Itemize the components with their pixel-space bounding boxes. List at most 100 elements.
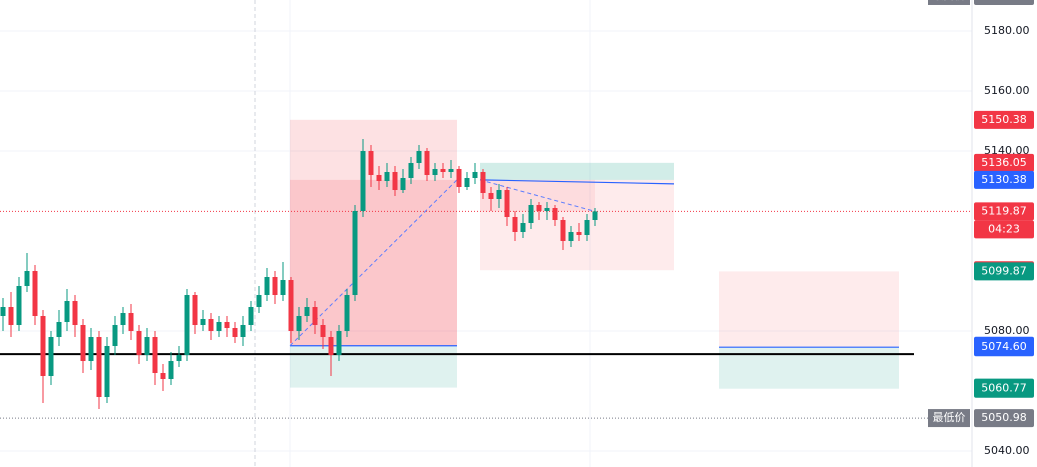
candle-body	[312, 307, 318, 326]
candle-body	[144, 337, 150, 356]
candle-body	[16, 286, 22, 326]
price-tag	[974, 262, 1034, 281]
price-tag	[974, 0, 1034, 5]
candle-body	[344, 295, 350, 332]
candle-body	[120, 313, 126, 326]
candle-body	[368, 150, 374, 175]
price-tag	[974, 170, 1034, 189]
price-tag-label: 5119.87	[981, 204, 1027, 217]
candle-body	[352, 210, 358, 296]
countdown-box	[974, 220, 1034, 239]
candle-body	[448, 168, 454, 172]
candle-body	[424, 150, 430, 175]
candle-body	[240, 325, 246, 338]
candle-body	[24, 271, 30, 287]
candle-body	[48, 337, 54, 377]
candle-body	[128, 313, 134, 332]
price-tag-label: 5130.38	[981, 173, 1027, 186]
price-tag	[974, 338, 1034, 357]
trend-line	[479, 179, 596, 212]
candle-body	[96, 337, 102, 398]
candle-body	[296, 316, 302, 332]
candle-body	[184, 295, 190, 356]
candle-body	[392, 171, 398, 190]
candle-body	[336, 331, 342, 356]
candle-body	[528, 204, 534, 223]
price-tag-label: 5099.87	[981, 264, 1027, 277]
candle-body	[320, 325, 326, 338]
candle-body	[360, 150, 366, 211]
candle-body	[136, 331, 142, 356]
candle-body	[232, 328, 238, 338]
candle-body	[408, 162, 414, 178]
candle-body	[536, 204, 542, 211]
candle-body	[496, 189, 502, 199]
price-tag	[974, 153, 1034, 172]
candle-body	[264, 277, 270, 296]
candle-body	[272, 277, 278, 296]
candle-body	[112, 325, 118, 347]
stop-zone	[480, 162, 674, 180]
candle-body	[152, 337, 158, 374]
candle-body	[568, 231, 574, 242]
candle-body	[56, 322, 62, 338]
candle-body	[560, 219, 566, 242]
countdown: 04:23	[988, 222, 1020, 235]
price-tag-label: 5191.67	[981, 0, 1027, 2]
candle-body	[288, 280, 294, 332]
candle-body	[224, 322, 230, 329]
profit-zone	[480, 179, 674, 271]
candle-body	[80, 325, 86, 362]
price-tag-label: 5136.05	[981, 156, 1027, 169]
candle-body	[248, 307, 254, 326]
profit-zone	[719, 271, 899, 348]
y-tick-label: 5080.00	[984, 324, 1030, 337]
low-marker: 最低价	[933, 411, 966, 424]
candle-body	[504, 189, 510, 217]
price-tag	[974, 409, 1034, 428]
candle-body	[168, 361, 174, 380]
y-tick-label: 5180.00	[984, 24, 1030, 37]
candle-body	[328, 337, 334, 356]
candle-body	[592, 211, 598, 220]
candle-body	[584, 219, 590, 236]
candle-body	[432, 168, 438, 175]
candle-body	[280, 280, 286, 296]
candle-body	[456, 168, 462, 187]
price-tag	[974, 202, 1034, 221]
candle-body	[216, 322, 222, 332]
candle-body	[208, 319, 214, 332]
price-tag-label: 5060.77	[981, 382, 1027, 395]
candle-body	[256, 295, 262, 308]
y-tick-label: 5040.00	[984, 444, 1030, 457]
candle-body	[520, 222, 526, 232]
candle-body	[544, 207, 550, 211]
candle-body	[192, 295, 198, 326]
candle-body	[488, 192, 494, 199]
candle-body	[440, 168, 446, 172]
entry-line	[479, 179, 675, 185]
candle-body	[104, 346, 110, 398]
y-tick-label: 5140.00	[984, 144, 1030, 157]
candle-body	[416, 150, 422, 163]
candle-body	[88, 337, 94, 362]
y-tick-label: 5160.00	[984, 84, 1030, 97]
candle-body	[376, 174, 382, 181]
price-tag-label: 5074.60	[981, 340, 1027, 353]
candle-body	[32, 271, 38, 317]
candle-body	[8, 307, 14, 326]
candle-body	[384, 171, 390, 181]
high-marker-box	[928, 0, 970, 5]
candle-body	[176, 355, 182, 362]
candle-body	[512, 216, 518, 232]
price-tag-label: 5050.98	[981, 411, 1027, 424]
low-marker-box	[928, 409, 970, 428]
stop-zone	[290, 345, 457, 388]
price-tag-label: 5150.38	[981, 113, 1027, 126]
candle-body	[160, 373, 166, 380]
candle-body	[552, 207, 558, 220]
candle-body	[464, 177, 470, 187]
candle-body	[480, 171, 486, 193]
candle-body	[200, 319, 206, 326]
